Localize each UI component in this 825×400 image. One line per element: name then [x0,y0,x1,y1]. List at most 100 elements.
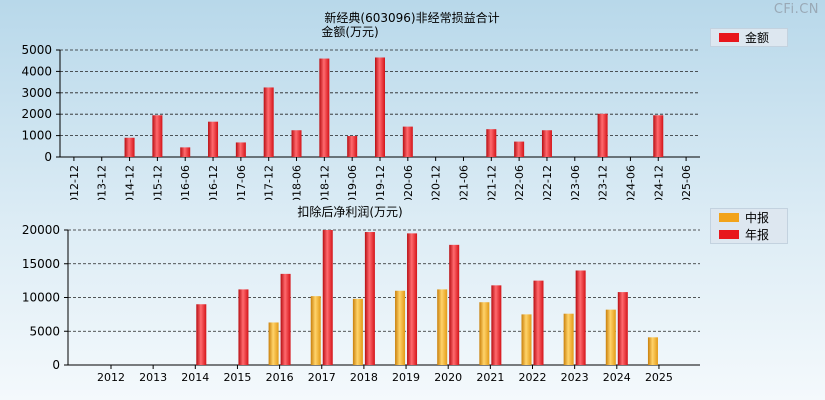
x-tick-label: 2017 [308,371,336,384]
bar [653,115,664,157]
x-tick-label: 2016 [266,371,294,384]
y-tick-label: 4000 [21,64,52,78]
y-tick-label: 5000 [21,43,52,57]
y-tick-label: 2000 [21,107,52,121]
bar-annual [575,270,586,365]
x-tick-label: 2019 [392,371,420,384]
y-tick-label: 20000 [22,223,60,237]
x-tick-label: 2024-06 [624,165,637,200]
bar-annual [617,292,628,365]
x-tick-label: 2018-06 [291,165,304,200]
y-tick-label: 5000 [29,324,60,338]
bar [152,115,163,157]
x-tick-label: 2015-12 [151,165,164,200]
x-tick-label: 2013-12 [96,165,109,200]
bar [375,57,385,157]
bar-interim [479,302,490,365]
x-tick-label: 2021-12 [485,165,498,200]
bar [124,137,135,157]
chart2-title: 扣除后净利润(万元) [297,204,402,219]
bar-annual [407,233,418,365]
x-tick-label: 2014 [181,371,209,384]
y-tick-label: 3000 [21,86,52,100]
bar-interim [521,314,532,365]
chart1-subtitle: 金额(万元) [321,24,378,39]
y-tick-label: 10000 [22,291,60,305]
bar-annual [196,304,207,365]
x-tick-label: 2017-12 [263,165,276,200]
legend-swatch-amount [719,33,739,42]
legend-label-annual: 年报 [745,228,770,242]
bar-annual [322,230,333,365]
x-tick-label: 2021-06 [457,165,470,200]
bar-annual [491,285,502,365]
legend-label-amount: 金额 [745,31,770,45]
x-tick-label: 2023 [561,371,589,384]
x-tick-label: 2017-06 [235,165,248,200]
x-tick-label: 2012-12 [68,165,81,200]
x-tick-label: 2023-12 [597,165,610,200]
bar-interim [437,289,448,365]
watermark: CFi.CN [773,2,819,17]
bar [402,126,413,157]
y-tick-label: 15000 [22,257,60,271]
bar-annual [449,244,460,365]
bar [180,147,191,157]
legend-swatch-interim [719,213,739,222]
x-tick-label: 2020-06 [402,165,415,200]
x-tick-label: 2013 [139,371,167,384]
x-tick-label: 2023-06 [569,165,582,200]
bar-annual [238,289,249,365]
bar [208,121,219,157]
x-tick-label: 2015 [223,371,251,384]
bar [541,130,552,157]
legend-swatch-annual [719,230,739,239]
bar [347,136,358,157]
y-tick-label: 0 [44,150,52,164]
bar [263,87,274,157]
x-tick-label: 2018-12 [318,165,331,200]
bar [291,130,302,157]
x-tick-label: 2020-12 [430,165,443,200]
x-tick-label: 2020 [434,371,462,384]
x-tick-label: 2018 [350,371,378,384]
x-tick-label: 2012 [97,371,125,384]
bar-interim [268,322,279,365]
y-tick-label: 1000 [21,129,52,143]
bar-annual [280,273,291,365]
chart1-title: 新经典(603096)非经常损益合计 [324,10,499,25]
bar [597,113,608,157]
x-tick-label: 2019-12 [374,165,387,200]
x-tick-label: 2024-12 [652,165,665,200]
legend-item-annual: 年报 [711,226,787,243]
bar [319,58,330,158]
legend-item-interim: 中报 [711,209,787,226]
x-tick-label: 2016-06 [179,165,192,200]
x-tick-label: 2022-06 [513,165,526,200]
x-tick-label: 2016-12 [207,165,220,200]
net-profit-chart: 扣除后净利润(万元) 0 5000 10000 15000 20000 2012 2013 20… [22,204,700,384]
x-tick-label: 2019-06 [346,165,359,200]
bar-interim [310,296,321,365]
x-tick-label: 2025-06 [680,165,693,200]
bar [235,142,246,157]
x-tick-label: 2024 [603,371,631,384]
x-tick-label: 2025 [645,371,673,384]
y-tick-label: 0 [52,358,60,372]
legend-label-interim: 中报 [745,211,770,225]
x-tick-label: 2014-12 [124,165,137,200]
x-tick-label: 2022 [519,371,547,384]
legend-chart1: 金额 [710,28,788,47]
bar-interim [605,309,616,365]
legend-item-amount: 金额 [711,29,787,46]
x-tick-label: 2021 [476,371,504,384]
bar-interim [352,298,363,365]
legend-chart2: 中报 年报 [710,208,788,244]
bar [486,129,497,157]
bar-annual [533,280,544,365]
x-tick-label: 2022-12 [541,165,554,200]
bar-interim [563,313,574,365]
bar [514,141,525,157]
